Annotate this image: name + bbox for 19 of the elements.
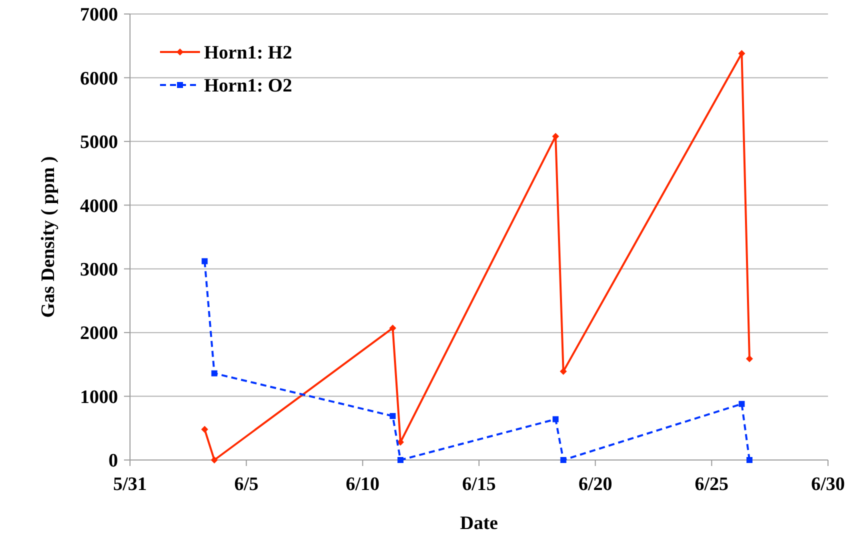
x-axis-title: Date [460, 513, 498, 534]
x-tick-label: 6/15 [462, 474, 496, 495]
x-tick-label: 6/25 [694, 474, 729, 495]
y-tick-label: 6000 [80, 68, 118, 90]
y-tick-label: 5000 [80, 132, 118, 154]
y-tick-label: 7000 [80, 4, 118, 26]
legend-label: Horn1: O2 [204, 76, 292, 97]
legend-label: Horn1: H2 [204, 42, 292, 64]
y-tick-label: 2000 [80, 323, 118, 344]
x-tick-label: 5/31 [113, 474, 147, 495]
y-axis-title: Gas Density ( ppm ) [38, 156, 59, 318]
x-tick-label: 6/10 [346, 474, 380, 495]
y-tick-label: 3000 [80, 260, 118, 281]
y-tick-label: 0 [108, 450, 118, 472]
y-tick-label: 1000 [80, 386, 118, 408]
x-tick-label: 6/20 [578, 474, 612, 495]
x-tick-label: 6/30 [811, 474, 845, 495]
y-tick-label: 4000 [80, 196, 118, 217]
x-tick-label: 6/5 [234, 474, 258, 495]
